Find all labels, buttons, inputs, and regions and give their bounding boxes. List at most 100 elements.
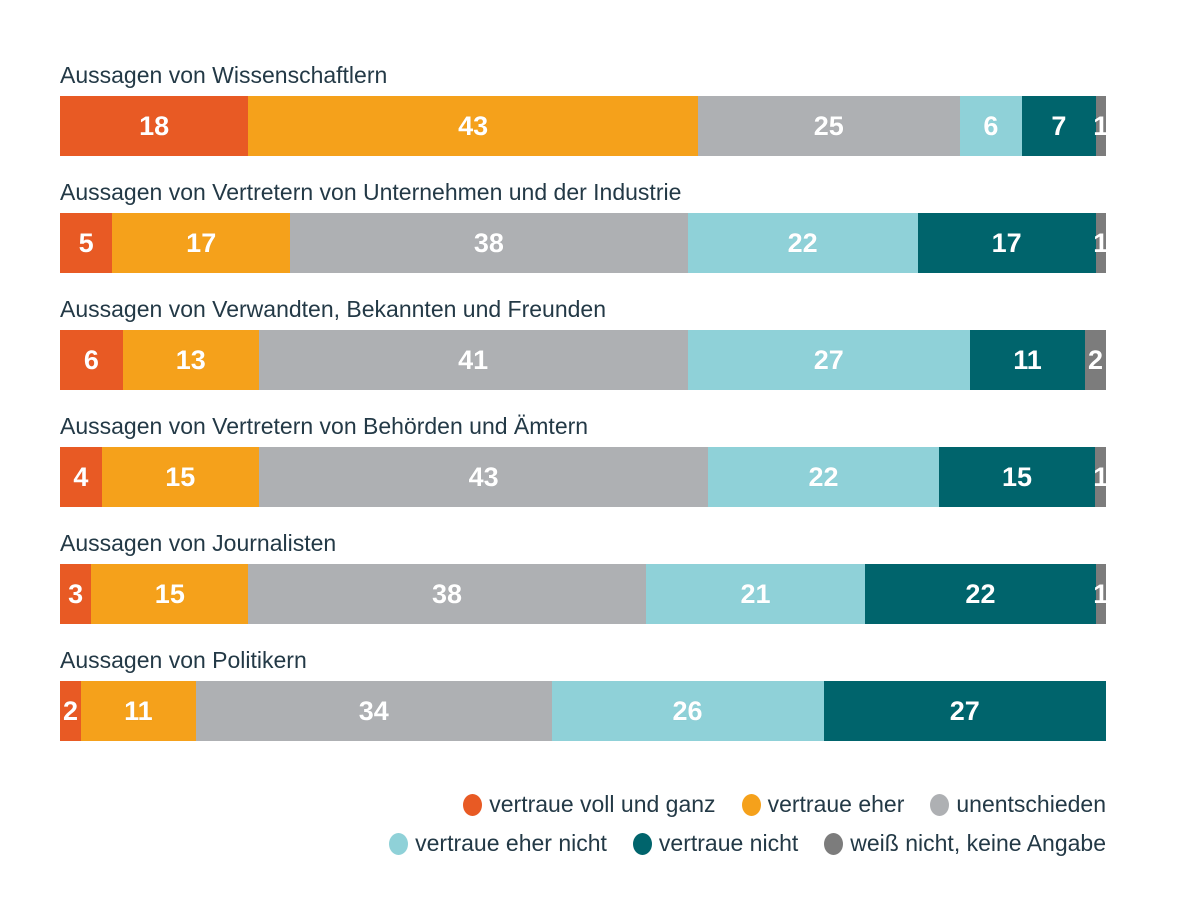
segment-value: 38 xyxy=(431,578,463,609)
segment-value: 38 xyxy=(473,227,504,258)
bar-segment: 26 xyxy=(551,681,824,741)
category-label: Aussagen von Vertretern von Behörden und… xyxy=(60,413,589,439)
legend-item: vertraue voll und ganz xyxy=(463,791,716,818)
bar-segment: 13 xyxy=(122,330,259,390)
bar-segment: 38 xyxy=(290,213,688,273)
segment-value: 2 xyxy=(62,695,78,726)
bar-segment: 15 xyxy=(938,447,1096,507)
stacked-bar: 3 15 38 21 22 1 xyxy=(60,564,1109,624)
bar-segment: 38 xyxy=(248,564,646,624)
bar-segment: 22 xyxy=(687,213,918,273)
segment-value: 22 xyxy=(787,227,818,258)
bar-segment: 7 xyxy=(1022,96,1096,156)
legend-swatch-icon xyxy=(463,793,483,816)
legend-label: weiß nicht, keine Angabe xyxy=(850,830,1106,856)
legend-item: vertraue nicht xyxy=(632,830,799,857)
bar-segment: 1 xyxy=(1093,213,1109,273)
bar-segment: 6 xyxy=(60,330,123,390)
bar-segment: 27 xyxy=(687,330,970,390)
bar-row: Aussagen von Politikern 2 11 34 26 27 xyxy=(60,645,1106,741)
bar-segment: 27 xyxy=(823,681,1106,741)
segment-value: 15 xyxy=(154,578,185,609)
segment-value: 5 xyxy=(78,227,94,258)
stacked-bar: 2 11 34 26 27 xyxy=(60,681,1106,741)
segment-value: 43 xyxy=(468,461,499,492)
category-label: Aussagen von Verwandten, Bekannten und F… xyxy=(60,296,607,322)
bar-segment: 15 xyxy=(101,447,259,507)
legend-label: vertraue voll und ganz xyxy=(489,791,716,817)
segment-value: 34 xyxy=(358,695,389,726)
segment-value: 21 xyxy=(740,578,771,609)
bar-segment: 5 xyxy=(60,213,113,273)
bar-segment: 22 xyxy=(865,564,1096,624)
legend-label: unentschieden xyxy=(956,791,1106,817)
segment-value: 1 xyxy=(1093,110,1109,141)
bar-segment: 43 xyxy=(258,447,709,507)
stacked-bar: 4 15 43 22 15 1 xyxy=(60,447,1109,507)
segment-value: 7 xyxy=(1051,110,1067,141)
segment-value: 27 xyxy=(813,344,844,375)
bar-row: Aussagen von Verwandten, Bekannten und F… xyxy=(60,294,1106,390)
segment-value: 11 xyxy=(1013,344,1042,375)
bar-segment: 25 xyxy=(698,96,960,156)
legend-item: vertraue eher nicht xyxy=(389,830,607,857)
bar-segment: 17 xyxy=(917,213,1096,273)
legend-swatch-icon xyxy=(824,832,844,855)
segment-value: 25 xyxy=(813,110,844,141)
segment-value: 27 xyxy=(949,695,980,726)
bar-segment: 1 xyxy=(1093,447,1109,507)
segment-value: 26 xyxy=(672,695,703,726)
bar-segment: 18 xyxy=(60,96,249,156)
bar-segment: 21 xyxy=(645,564,866,624)
segment-value: 3 xyxy=(68,578,84,609)
legend-swatch-icon xyxy=(389,832,409,855)
segment-value: 1 xyxy=(1093,461,1109,492)
segment-value: 17 xyxy=(186,227,217,258)
legend-row: vertraue eher nicht vertraue nicht weiß ni… xyxy=(389,830,1106,857)
bar-segment: 4 xyxy=(60,447,102,507)
legend-item: weiß nicht, keine Angabe xyxy=(824,830,1106,857)
legend-item: unentschieden xyxy=(930,791,1106,818)
segment-value: 43 xyxy=(458,110,489,141)
legend-swatch-icon xyxy=(930,793,950,816)
bar-segment: 41 xyxy=(258,330,688,390)
stacked-bar: 18 43 25 6 7 1 xyxy=(60,96,1109,156)
bar-segment: 11 xyxy=(80,681,196,741)
legend-item: vertraue eher xyxy=(741,791,904,818)
segment-value: 2 xyxy=(1087,344,1103,375)
bar-segment: 11 xyxy=(969,330,1086,390)
bar-segment: 43 xyxy=(248,96,699,156)
legend-label: vertraue eher nicht xyxy=(415,830,607,856)
segment-value: 22 xyxy=(965,578,996,609)
bar-segment: 1 xyxy=(1093,564,1109,624)
bar-segment: 2 xyxy=(60,681,81,741)
category-label: Aussagen von Wissenschaftlern xyxy=(60,62,388,88)
segment-value: 18 xyxy=(139,110,170,141)
segment-value: 41 xyxy=(458,344,489,375)
category-label: Aussagen von Vertretern von Unternehmen … xyxy=(60,179,682,205)
bar-row: Aussagen von Journalisten 3 15 38 21 22 1 xyxy=(60,528,1109,624)
segment-value: 13 xyxy=(175,344,206,375)
bar-row: Aussagen von Wissenschaftlern 18 43 25 6 7 1 xyxy=(60,60,1109,156)
bar-segment: 6 xyxy=(959,96,1023,156)
category-label: Aussagen von Politikern xyxy=(60,647,307,673)
segment-value: 15 xyxy=(1002,461,1033,492)
segment-value: 1 xyxy=(1093,227,1109,258)
chart-rows: Aussagen von Wissenschaftlern 18 43 25 6 7 1 Au… xyxy=(60,60,1109,741)
stacked-bar: 6 13 41 27 11 2 xyxy=(60,330,1106,390)
legend-row: vertraue voll und ganz vertraue eher unent… xyxy=(463,791,1106,818)
bar-segment: 17 xyxy=(112,213,291,273)
category-label: Aussagen von Journalisten xyxy=(60,530,337,556)
segment-value: 15 xyxy=(165,461,196,492)
bar-segment: 34 xyxy=(195,681,552,741)
segment-value: 22 xyxy=(808,461,839,492)
legend-label: vertraue nicht xyxy=(658,830,799,856)
segment-value: 4 xyxy=(73,461,89,492)
bar-segment: 15 xyxy=(91,564,249,624)
bar-row: Aussagen von Vertretern von Behörden und… xyxy=(60,411,1109,507)
segment-value: 1 xyxy=(1093,578,1109,609)
segment-value: 11 xyxy=(124,695,153,726)
segment-value: 17 xyxy=(991,227,1022,258)
bar-segment: 1 xyxy=(1093,96,1109,156)
